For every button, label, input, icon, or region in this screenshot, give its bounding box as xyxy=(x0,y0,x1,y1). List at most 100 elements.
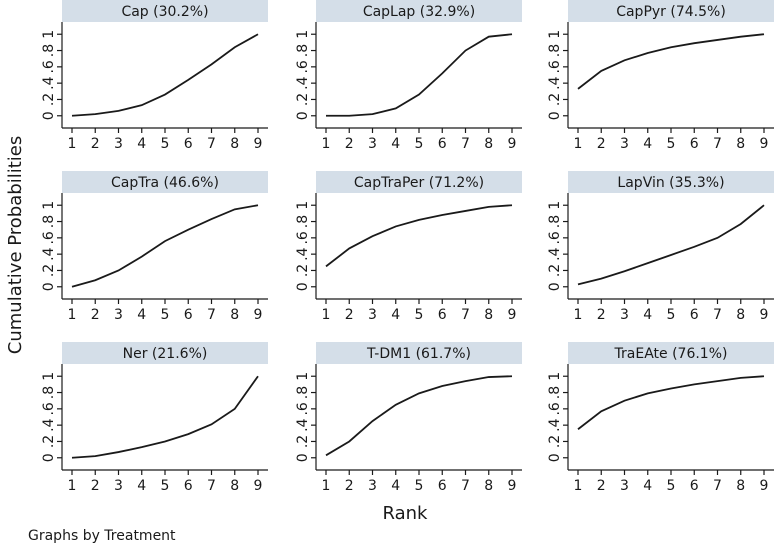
y-tick-label: .4 xyxy=(295,76,311,89)
y-tick-label: 0 xyxy=(295,111,311,120)
panel-title: TraEAte (76.1%) xyxy=(614,346,728,362)
x-tick-label: 1 xyxy=(574,307,583,323)
y-tick-label: 0 xyxy=(41,111,57,120)
x-tick-label: 6 xyxy=(438,136,447,152)
y-tick-label: .6 xyxy=(41,402,57,415)
panel-header xyxy=(62,342,268,364)
panel-header xyxy=(316,342,522,364)
x-tick-label: 3 xyxy=(114,136,123,152)
y-tick-label: 0 xyxy=(547,453,563,462)
x-tick-label: 5 xyxy=(667,136,676,152)
x-tick-label: 1 xyxy=(68,136,77,152)
x-tick-label: 9 xyxy=(254,307,263,323)
x-tick-label: 4 xyxy=(391,478,400,494)
y-tick-label: 0 xyxy=(295,282,311,291)
y-tick-label: .2 xyxy=(547,435,563,448)
panel-header xyxy=(568,342,774,364)
x-tick-label: 8 xyxy=(484,307,493,323)
x-tick-label: 1 xyxy=(322,136,331,152)
x-tick-label: 4 xyxy=(137,478,146,494)
x-tick-label: 9 xyxy=(254,478,263,494)
x-tick-label: 5 xyxy=(415,136,424,152)
panel-title: CapTraPer (71.2%) xyxy=(354,175,484,191)
y-tick-label: .4 xyxy=(547,247,563,260)
x-tick-label: 5 xyxy=(667,478,676,494)
y-tick-label: .6 xyxy=(295,402,311,415)
x-tick-label: 8 xyxy=(230,136,239,152)
y-tick-label: .2 xyxy=(295,435,311,448)
y-tick-label: .8 xyxy=(41,44,57,57)
y-tick-label: 1 xyxy=(547,372,563,381)
y-tick-label: .8 xyxy=(547,215,563,228)
y-tick-label: 1 xyxy=(295,201,311,210)
y-tick-label: .6 xyxy=(41,60,57,73)
y-tick-label: .4 xyxy=(41,418,57,431)
x-tick-label: 9 xyxy=(508,136,517,152)
panel-title: CapPyr (74.5%) xyxy=(616,4,726,20)
x-tick-label: 3 xyxy=(620,136,629,152)
x-tick-label: 2 xyxy=(345,136,354,152)
x-tick-label: 9 xyxy=(760,478,769,494)
panel-title: CapTra (46.6%) xyxy=(111,175,219,191)
line xyxy=(577,204,765,286)
x-tick-label: 9 xyxy=(508,307,517,323)
x-tick-label: 6 xyxy=(184,478,193,494)
panel-title: T-DM1 (61.7%) xyxy=(366,346,471,362)
x-tick-label: 6 xyxy=(438,307,447,323)
x-tick-label: 5 xyxy=(161,478,170,494)
x-tick-label: 3 xyxy=(368,136,377,152)
x-tick-label: 3 xyxy=(620,478,629,494)
y-tick-label: .2 xyxy=(41,264,57,277)
x-tick-label: 8 xyxy=(736,478,745,494)
x-tick-label: 4 xyxy=(643,136,652,152)
y-tick-label: 1 xyxy=(41,201,57,210)
y-tick-label: 0 xyxy=(41,282,57,291)
x-tick-label: 6 xyxy=(438,478,447,494)
panel-header xyxy=(316,171,522,193)
x-tick-label: 6 xyxy=(690,136,699,152)
y-tick-label: 0 xyxy=(547,111,563,120)
x-tick-label: 2 xyxy=(597,136,606,152)
y-tick-label: .8 xyxy=(41,215,57,228)
x-tick-label: 7 xyxy=(713,478,722,494)
x-tick-label: 3 xyxy=(368,478,377,494)
x-tick-label: 3 xyxy=(368,307,377,323)
panel-header xyxy=(568,171,774,193)
x-tick-label: 8 xyxy=(484,478,493,494)
y-tick-label: 1 xyxy=(41,30,57,39)
y-tick-label: 1 xyxy=(295,30,311,39)
x-tick-label: 7 xyxy=(461,307,470,323)
line xyxy=(71,33,259,117)
x-tick-label: 6 xyxy=(690,478,699,494)
y-tick-label: .6 xyxy=(547,402,563,415)
y-tick-label: .6 xyxy=(41,231,57,244)
line xyxy=(577,33,765,90)
panel-header xyxy=(62,0,268,22)
y-tick-label: .8 xyxy=(295,386,311,399)
x-tick-label: 3 xyxy=(620,307,629,323)
x-tick-label: 8 xyxy=(484,136,493,152)
x-tick-label: 2 xyxy=(345,478,354,494)
x-tick-label: 5 xyxy=(667,307,676,323)
x-tick-label: 7 xyxy=(461,136,470,152)
y-tick-label: 0 xyxy=(41,453,57,462)
x-tick-label: 1 xyxy=(574,136,583,152)
y-tick-label: .2 xyxy=(41,93,57,106)
line xyxy=(325,204,513,268)
x-tick-label: 2 xyxy=(345,307,354,323)
panel-header xyxy=(62,171,268,193)
panel-header xyxy=(568,0,774,22)
y-axis-title: Cumulative Probabilities xyxy=(5,136,26,354)
x-tick-label: 9 xyxy=(760,307,769,323)
x-tick-label: 8 xyxy=(230,307,239,323)
y-tick-label: .8 xyxy=(41,386,57,399)
y-tick-label: .4 xyxy=(295,247,311,260)
x-tick-label: 4 xyxy=(137,136,146,152)
y-tick-label: .6 xyxy=(547,60,563,73)
x-tick-label: 7 xyxy=(207,307,216,323)
x-tick-label: 5 xyxy=(415,478,424,494)
y-tick-label: .2 xyxy=(295,93,311,106)
x-tick-label: 7 xyxy=(207,136,216,152)
x-tick-label: 4 xyxy=(643,307,652,323)
y-tick-label: .2 xyxy=(41,435,57,448)
